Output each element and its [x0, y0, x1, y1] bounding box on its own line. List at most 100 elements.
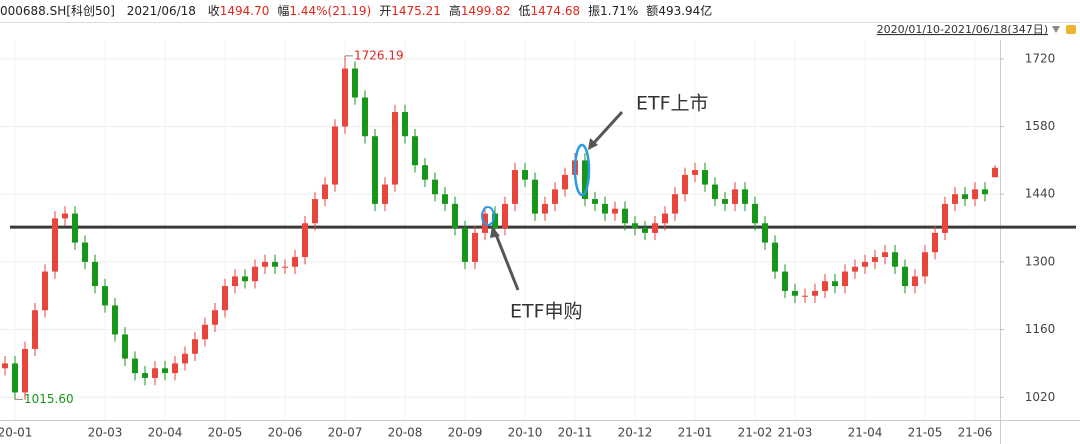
- candle-body: [722, 199, 728, 204]
- x-tick-label: 20-11: [558, 426, 593, 440]
- arrow: [590, 110, 624, 147]
- date-range[interactable]: 2020/01/10-2021/06/18(347日): [877, 23, 1048, 36]
- x-tick-label: 20-03: [88, 426, 123, 440]
- candle-body: [682, 174, 688, 195]
- field-label: 收: [207, 4, 220, 18]
- candle-body: [752, 203, 758, 224]
- candle-body: [792, 290, 798, 296]
- candle-body: [442, 194, 448, 204]
- dropdown-icon[interactable]: [1052, 26, 1060, 33]
- field-value: 493.94亿: [658, 4, 713, 18]
- candle-body: [512, 170, 518, 204]
- field-label: 低: [518, 4, 531, 18]
- candle-body: [372, 136, 378, 204]
- candle-body: [542, 203, 548, 214]
- field-value: 1474.68: [530, 4, 581, 18]
- x-tick-label: 20-05: [208, 426, 243, 440]
- arrow: [493, 231, 520, 291]
- candle-body: [802, 295, 808, 297]
- candle-body: [662, 213, 668, 224]
- candle-body: [932, 232, 938, 253]
- candle-body: [132, 358, 138, 374]
- x-tick-label: 21-06: [958, 426, 993, 440]
- candle-body: [352, 68, 358, 98]
- candle-body: [252, 266, 258, 282]
- candle-body: [122, 334, 128, 359]
- quote-field: 幅1.44%(21.19): [277, 4, 371, 18]
- x-tick-label: 21-01: [678, 426, 713, 440]
- quote-field: 收1494.70: [208, 4, 270, 18]
- candle-body: [422, 165, 428, 180]
- candle-body: [102, 286, 108, 306]
- candle-body: [972, 189, 978, 200]
- candle-body: [862, 261, 868, 267]
- candle-body: [412, 136, 418, 166]
- candle-body: [592, 199, 598, 204]
- highlight-ellipse: [481, 206, 495, 226]
- x-tick-label: 20-09: [448, 426, 483, 440]
- candle-body: [302, 223, 308, 258]
- candle-body: [812, 290, 818, 296]
- x-tick-label: 21-05: [908, 426, 943, 440]
- x-tick-label: 20-07: [328, 426, 363, 440]
- x-tick-label: 20-10: [508, 426, 543, 440]
- candle-body: [742, 189, 748, 204]
- candle-body: [922, 252, 928, 277]
- arrow-head: [490, 226, 500, 238]
- candle-body: [112, 305, 118, 335]
- field-label: 额: [646, 4, 659, 18]
- candle-body: [262, 261, 268, 267]
- candle-body: [872, 257, 878, 262]
- x-tick-label: 20-12: [618, 426, 653, 440]
- candle-body: [832, 281, 838, 287]
- candle-body: [192, 339, 198, 354]
- candle-body: [902, 266, 908, 287]
- extreme-label: 1015.60: [24, 392, 74, 406]
- date: 2021/06/18: [126, 4, 196, 18]
- candle-body: [492, 213, 498, 229]
- field-value: 1.44%(21.19): [289, 4, 372, 18]
- quote-field: 开1475.21: [379, 4, 441, 18]
- candle-body: [452, 203, 458, 229]
- candle-body: [52, 218, 58, 272]
- candle-body: [402, 112, 408, 137]
- x-tick-label: 20-01: [0, 426, 32, 440]
- candle-body: [362, 97, 368, 137]
- field-label: 开: [379, 4, 392, 18]
- candle-body: [522, 170, 528, 180]
- candle-body: [382, 184, 388, 204]
- candle-body: [72, 213, 78, 243]
- candle-body: [842, 271, 848, 287]
- candle-body: [992, 167, 998, 178]
- candle-body: [672, 194, 678, 214]
- candle-body: [322, 184, 328, 200]
- field-label: 振: [588, 4, 601, 18]
- quote-field: 高1499.82: [449, 4, 511, 18]
- lock-icon[interactable]: [1066, 25, 1076, 34]
- candle-body: [982, 189, 988, 195]
- candle-body: [272, 261, 278, 267]
- field-value: 1475.21: [391, 4, 441, 18]
- y-tick-label: 1300: [1025, 254, 1056, 268]
- quote-field: 振1.71%: [588, 4, 638, 18]
- candle-body: [882, 252, 888, 258]
- annotation: ETF上市: [636, 93, 709, 115]
- candle-body: [762, 223, 768, 243]
- y-tick-label: 1160: [1025, 322, 1056, 336]
- candle-body: [652, 223, 658, 233]
- candle-body: [32, 310, 38, 349]
- x-tick-label: 21-02: [738, 426, 773, 440]
- candle-body: [392, 112, 398, 185]
- candle-body: [952, 194, 958, 204]
- candle-body: [242, 276, 248, 282]
- code: 000688.SH[科创50]: [0, 4, 115, 18]
- candle-body: [642, 228, 648, 233]
- candle-body: [42, 271, 48, 311]
- candle-body: [912, 276, 918, 287]
- x-tick-label: 20-08: [388, 426, 423, 440]
- candle-body: [732, 189, 738, 204]
- candle-body: [702, 170, 708, 185]
- candle-body: [772, 242, 778, 272]
- x-tick-label: 20-06: [268, 426, 303, 440]
- y-tick-label: 1720: [1025, 51, 1056, 65]
